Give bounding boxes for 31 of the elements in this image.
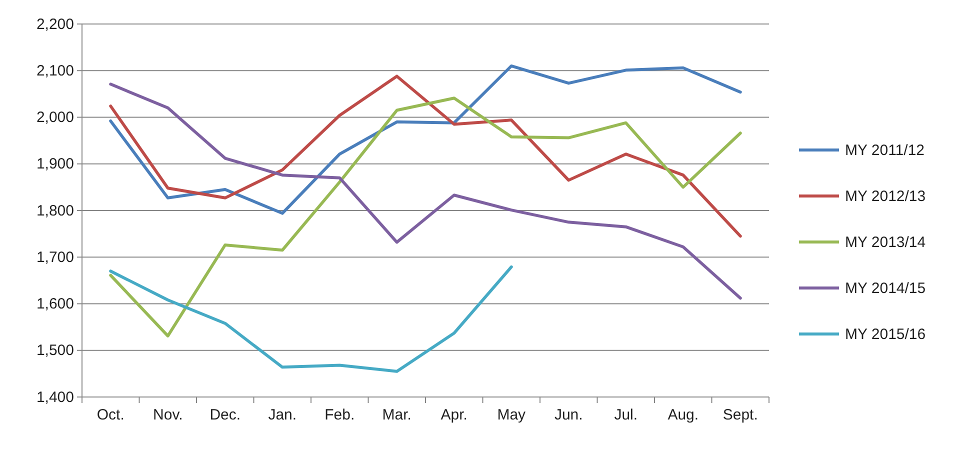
x-tick-label: Jan. [268, 406, 297, 424]
line-series [109, 265, 513, 373]
y-tick-label: 1,900 [36, 156, 74, 173]
line-series [109, 64, 742, 215]
y-tick-label: 1,400 [36, 388, 74, 406]
x-tick-label: Aug. [668, 406, 699, 424]
x-tick-label: Apr. [440, 406, 468, 424]
x-tick-label: Jun. [554, 406, 583, 424]
legend-label: MY 2011/12 [845, 142, 925, 159]
legend-label: MY 2012/13 [845, 188, 926, 205]
legend-label: MY 2013/14 [845, 234, 926, 251]
line-series [109, 74, 742, 238]
y-tick-label: 1,700 [36, 248, 74, 266]
x-tick-label: Oct. [96, 406, 124, 424]
x-tick-label: Nov. [153, 406, 183, 424]
legend-label: MY 2015/16 [845, 326, 926, 343]
y-tick-label: 1,800 [36, 202, 74, 220]
y-tick-label: 2,000 [36, 109, 74, 126]
x-tick-label: Mar. [382, 406, 412, 424]
x-tick-label: May [497, 406, 526, 424]
y-tick-label: 2,200 [36, 16, 74, 33]
y-tick-label: 2,100 [36, 62, 74, 80]
x-tick-label: Sept. [722, 406, 758, 424]
y-tick-label: 1,500 [36, 342, 74, 360]
x-tick-label: Feb. [324, 406, 355, 424]
x-tick-label: Jul. [614, 406, 638, 424]
line-series [109, 82, 742, 300]
x-tick-label: Dec. [210, 406, 241, 424]
legend-label: MY 2014/15 [845, 280, 926, 297]
line-series [109, 96, 742, 338]
y-tick-label: 1,600 [36, 296, 74, 313]
